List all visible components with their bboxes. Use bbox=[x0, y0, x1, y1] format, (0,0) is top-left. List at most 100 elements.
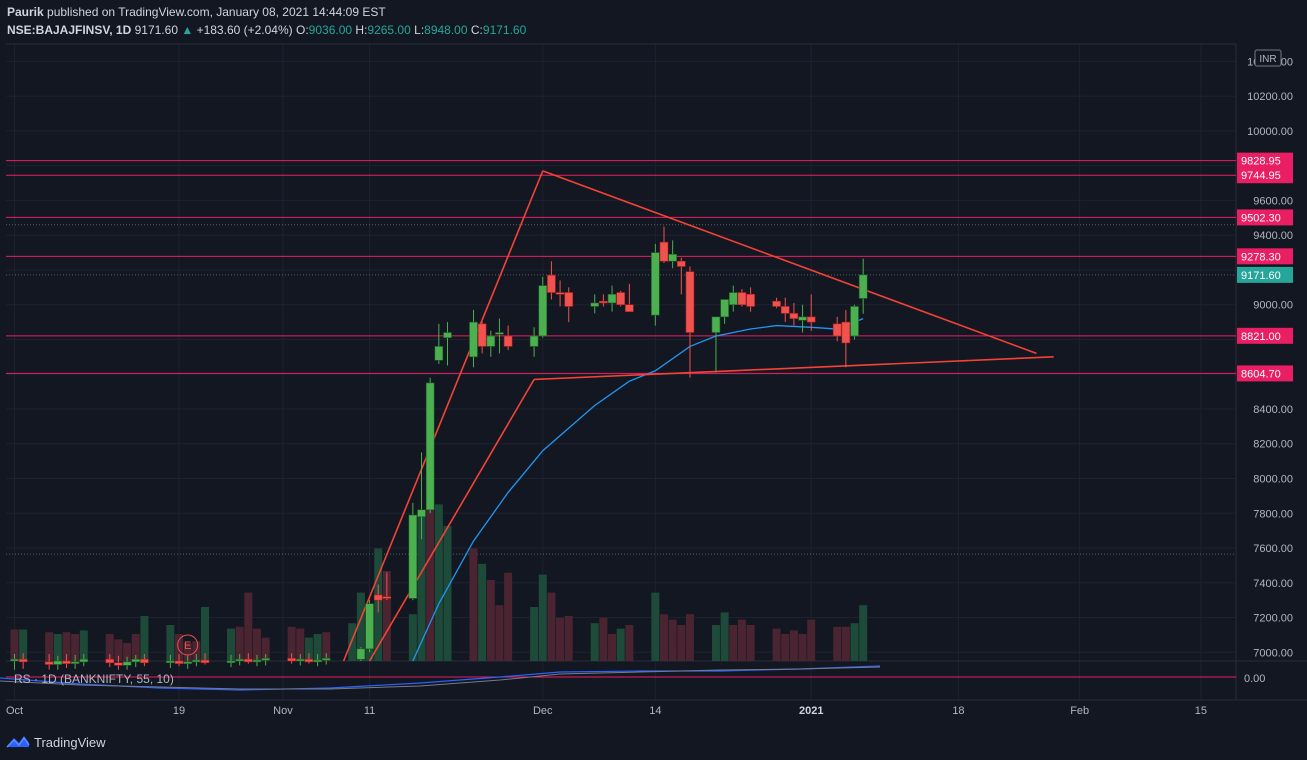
candle-body bbox=[200, 659, 210, 664]
volume-bar bbox=[296, 628, 305, 661]
price-level-badge-text: 9278.30 bbox=[1241, 251, 1281, 263]
volume-bar bbox=[114, 639, 123, 661]
candle-body bbox=[555, 292, 565, 295]
volume-bar bbox=[417, 517, 426, 661]
chart-grid bbox=[6, 43, 1307, 701]
last-price-badge-text: 9171.60 bbox=[1241, 270, 1281, 282]
candle-body bbox=[538, 285, 548, 337]
volume-bar bbox=[19, 629, 28, 661]
close-label: C: bbox=[470, 23, 483, 37]
candle-body bbox=[79, 658, 89, 663]
x-tick-label: 15 bbox=[1195, 705, 1207, 717]
x-tick-label: 2021 bbox=[799, 705, 823, 717]
candle-body bbox=[304, 658, 314, 663]
indicator-value-label: 0.00 bbox=[1244, 673, 1265, 685]
volume-bar bbox=[599, 617, 608, 661]
candles[interactable]: E bbox=[10, 226, 868, 670]
volume-bar bbox=[313, 634, 322, 661]
candle-body bbox=[607, 293, 617, 304]
candle-body bbox=[122, 661, 132, 666]
symbol-line: NSE:BAJAJFINSV, 1D 9171.60 ▲ +183.60 (+2… bbox=[7, 23, 526, 37]
volume-bar bbox=[140, 616, 149, 661]
volume-bar bbox=[841, 626, 850, 661]
x-tick-label: 14 bbox=[649, 705, 661, 717]
indicator-pane[interactable]: RS · 1D (BANKNIFTY, 55, 10) 0.00 bbox=[0, 665, 1265, 691]
candle-body bbox=[677, 260, 686, 267]
candle-body bbox=[261, 658, 270, 661]
candle-body bbox=[131, 658, 141, 663]
volume-bar bbox=[287, 626, 296, 661]
candle-body bbox=[235, 658, 244, 662]
candle-body bbox=[62, 660, 71, 664]
volume-bar bbox=[677, 625, 686, 661]
candle-body bbox=[408, 514, 418, 599]
volume-bar bbox=[781, 634, 790, 661]
trendline bbox=[368, 379, 535, 662]
candle-body bbox=[443, 332, 452, 339]
close-value: 9171.60 bbox=[482, 23, 527, 37]
y-tick-label: 8000.00 bbox=[1253, 474, 1293, 486]
volume-bar bbox=[486, 580, 495, 661]
volume-bar bbox=[720, 612, 729, 661]
candle-body bbox=[503, 335, 513, 347]
y-tick-label: 7400.00 bbox=[1253, 578, 1293, 590]
candle-body bbox=[70, 661, 80, 664]
price-level-badge-text: 8821.00 bbox=[1241, 331, 1281, 343]
y-tick-label: 9000.00 bbox=[1253, 300, 1293, 312]
volume-bar bbox=[478, 563, 487, 661]
volume-bar bbox=[304, 637, 313, 661]
volume-bar bbox=[538, 574, 547, 661]
volume-bar bbox=[504, 572, 513, 661]
y-tick-label: 7000.00 bbox=[1253, 647, 1293, 659]
price-axis[interactable]: 10400.0010200.0010000.009600.009400.0090… bbox=[1247, 56, 1293, 659]
volume-bar bbox=[192, 641, 201, 661]
price-level-badge-text: 9502.30 bbox=[1241, 212, 1281, 224]
candle-body bbox=[114, 662, 123, 666]
published-text: published on TradingView.com, January 08… bbox=[47, 5, 386, 19]
price-level-badge bbox=[1237, 209, 1293, 226]
candle-body bbox=[486, 335, 496, 347]
trendlines[interactable] bbox=[342, 170, 1054, 662]
time-axis[interactable]: Oct 19 Nov 11 Dec 14 2021 18 Feb 15 bbox=[6, 705, 1207, 717]
indicator-label: RS · 1D (BANKNIFTY, 55, 10) bbox=[14, 672, 174, 686]
x-tick-label: Oct bbox=[6, 705, 23, 717]
candle-body bbox=[858, 274, 868, 299]
trendline bbox=[342, 170, 544, 662]
y-tick-label: 8400.00 bbox=[1253, 404, 1293, 416]
y-tick-label: 10200.00 bbox=[1247, 91, 1293, 103]
volume-bar bbox=[772, 628, 781, 661]
price-level-badge bbox=[1237, 327, 1293, 344]
candle-body bbox=[244, 658, 253, 663]
volume-bar bbox=[434, 504, 443, 661]
volume-bar bbox=[685, 614, 694, 661]
candle-body bbox=[720, 299, 729, 318]
candle-body bbox=[166, 660, 175, 664]
candle-body bbox=[564, 292, 574, 307]
volume-bar bbox=[807, 619, 816, 661]
tradingview-brand[interactable]: TradingView bbox=[6, 733, 106, 753]
horizontal-levels[interactable] bbox=[6, 160, 1236, 555]
volume-bar bbox=[495, 605, 504, 661]
x-tick-label: Dec bbox=[533, 705, 553, 717]
candle-body bbox=[599, 300, 608, 304]
last-price-badge bbox=[1237, 266, 1293, 283]
candle-body bbox=[10, 658, 19, 662]
volume-bar bbox=[625, 625, 634, 661]
volume-bar bbox=[348, 623, 357, 661]
candle-body bbox=[625, 304, 634, 312]
candle-body bbox=[321, 658, 331, 661]
x-tick-label: 18 bbox=[952, 705, 964, 717]
price-level-badge bbox=[1237, 365, 1293, 382]
author-name[interactable]: Paurik bbox=[7, 5, 44, 19]
symbol-name[interactable]: NSE:BAJAJFINSV, 1D bbox=[7, 23, 132, 37]
x-tick-label: Feb bbox=[1070, 705, 1089, 717]
y-tick-label: 7600.00 bbox=[1253, 543, 1293, 555]
volume-bar bbox=[556, 617, 565, 661]
volume-bar bbox=[79, 630, 88, 661]
candle-body bbox=[313, 659, 322, 663]
last-price: 9171.60 bbox=[134, 23, 178, 37]
candle-body bbox=[382, 596, 392, 599]
price-level-badge bbox=[1237, 167, 1293, 184]
candle-body bbox=[798, 316, 807, 321]
